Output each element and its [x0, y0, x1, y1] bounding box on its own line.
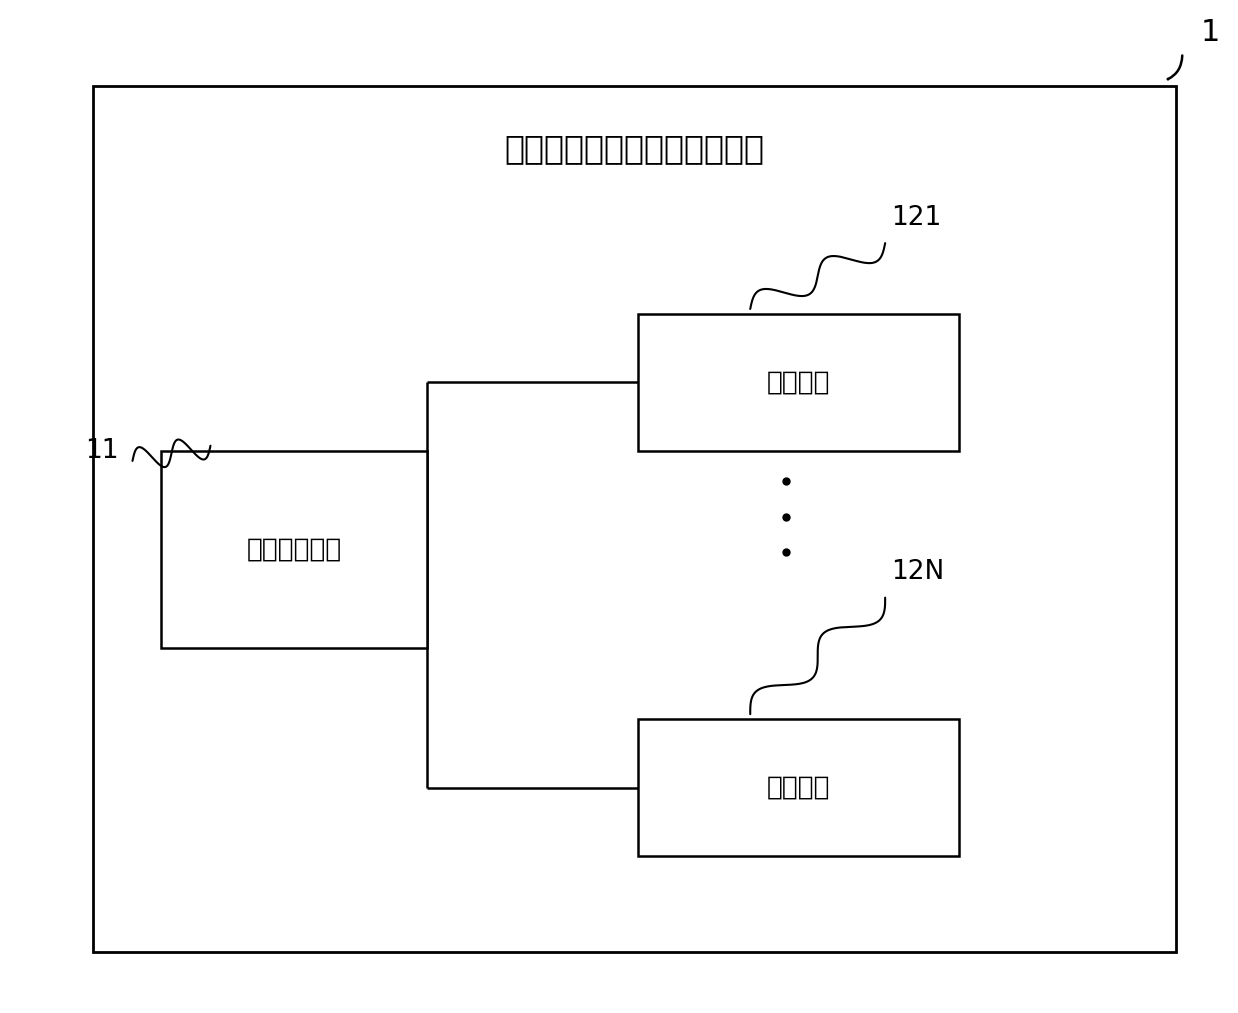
Text: 121: 121	[891, 205, 942, 231]
Bar	[638, 719, 959, 856]
Text: 12N: 12N	[891, 559, 945, 586]
Text: 11: 11	[84, 438, 119, 464]
Text: 功能模块: 功能模块	[766, 370, 831, 395]
Bar	[161, 451, 427, 648]
Text: 功能模块: 功能模块	[766, 775, 831, 800]
Text: 开关电源的多时钟域控制装置: 开关电源的多时钟域控制装置	[504, 133, 765, 165]
Bar	[93, 86, 1176, 952]
Text: 1: 1	[1201, 18, 1221, 47]
Bar	[638, 314, 959, 451]
Text: 时钟分频模块: 时钟分频模块	[246, 537, 342, 562]
